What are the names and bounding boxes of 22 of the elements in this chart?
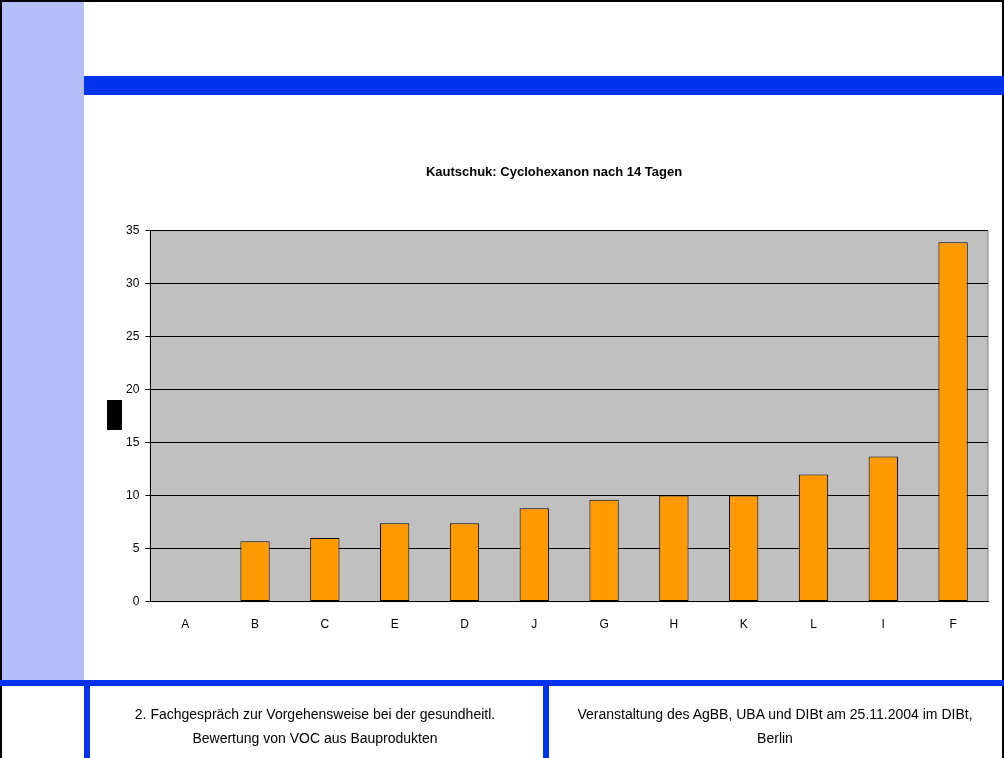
x-tick-label: B [251, 617, 260, 632]
y-tick-label: 10 [125, 487, 140, 502]
x-tick-label: K [739, 617, 748, 632]
x-tick-label: J [531, 617, 538, 632]
y-tick-label: 30 [125, 275, 140, 290]
y-tick-label: 15 [125, 434, 140, 449]
x-tick-label: G [599, 617, 609, 632]
y-tick-label: 5 [132, 540, 140, 555]
footer-frame: 2. Fachgespräch zur Vorgehensweise bei der gesundheitl. Bewertung von VOC aus Bauprodukten Veranstaltung des AgBB, UBA und DIBt am 25.11.2004 im DIBt, Berlin [0, 680, 1004, 758]
x-tick-label: A [181, 617, 190, 632]
x-tick-label: D [460, 617, 470, 632]
chart-title: Kautschuk: Cyclohexanon nach 14 Tagen [425, 164, 683, 180]
x-tick-label: I [881, 617, 885, 632]
x-tick-label: C [320, 617, 330, 632]
x-tick-label: E [390, 617, 399, 632]
y-tick-label: 20 [125, 381, 140, 396]
y-tick-label: 35 [125, 222, 140, 237]
y-tick-label: 25 [125, 328, 140, 343]
y-tick-label: 0 [132, 593, 140, 608]
x-tick-label: L [810, 617, 818, 632]
x-tick-label: H [669, 617, 679, 632]
x-tick-label: F [949, 617, 957, 632]
